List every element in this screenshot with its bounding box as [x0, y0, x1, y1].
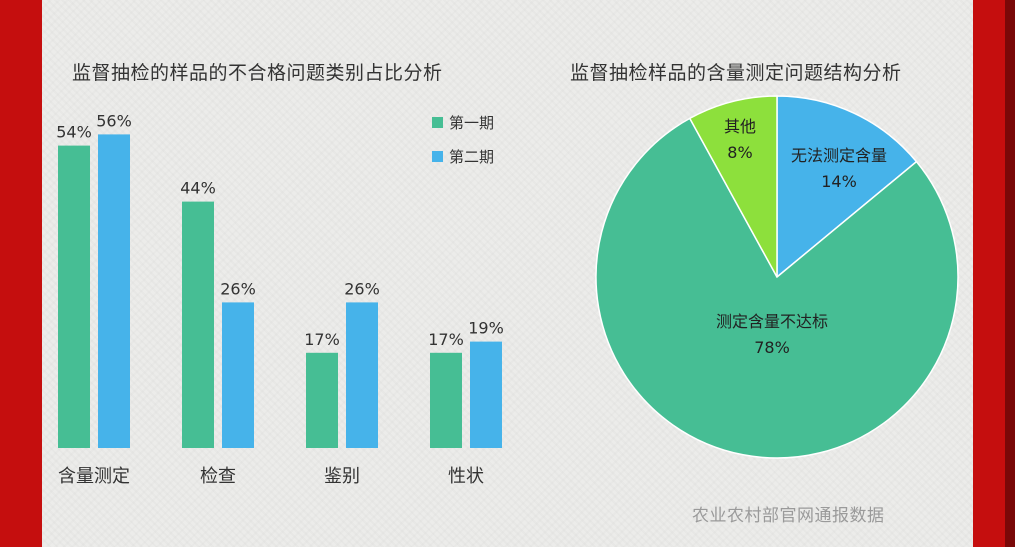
pie-slice-2: [688, 95, 778, 278]
bar-2-1: [98, 134, 130, 448]
bar-2-4: [470, 341, 502, 448]
bar-chart-title: 监督抽检的样品的不合格问题类别占比分析: [72, 62, 443, 84]
pie-slice-percent: 8%: [727, 143, 752, 162]
category-label: 检查: [200, 466, 236, 487]
bar-1-4: [430, 352, 462, 448]
bar-value-label: 17%: [428, 330, 464, 349]
bar-1-3: [306, 352, 338, 448]
pie-slice-label: 其他: [724, 117, 756, 136]
bar-value-label: 26%: [344, 279, 380, 298]
bar-2-2: [222, 302, 254, 448]
bar-1-2: [182, 201, 214, 448]
bar-value-label: 17%: [304, 330, 340, 349]
bar-value-label: 56%: [96, 111, 132, 130]
pie-chart-title: 监督抽检样品的含量测定问题结构分析: [570, 62, 902, 84]
category-label: 鉴别: [324, 466, 360, 487]
pie-slice-3: [776, 95, 918, 279]
pie-slice-1: [595, 117, 959, 459]
pie-slice-percent: 14%: [821, 172, 857, 191]
legend-label-1: 第一期: [449, 114, 494, 132]
source-note: 农业农村部官网通报数据: [692, 506, 885, 526]
category-label: 含量测定: [58, 466, 130, 487]
legend-swatch-2: [432, 151, 443, 162]
pie-slice-label: 测定含量不达标: [716, 312, 828, 331]
category-label: 性状: [448, 466, 484, 487]
bar-1-1: [58, 145, 90, 448]
pie-slice-label: 无法测定含量: [791, 146, 887, 165]
bar-value-label: 19%: [468, 319, 504, 338]
bar-value-label: 26%: [220, 279, 256, 298]
frame-left: [0, 0, 42, 547]
bar-value-label: 44%: [180, 179, 216, 198]
frame-right: [973, 0, 1015, 547]
bar-value-label: 54%: [56, 123, 92, 142]
pie-slice-percent: 78%: [754, 338, 790, 357]
bar-2-3: [346, 302, 378, 448]
legend-label-2: 第二期: [449, 148, 494, 166]
legend-swatch-1: [432, 117, 443, 128]
